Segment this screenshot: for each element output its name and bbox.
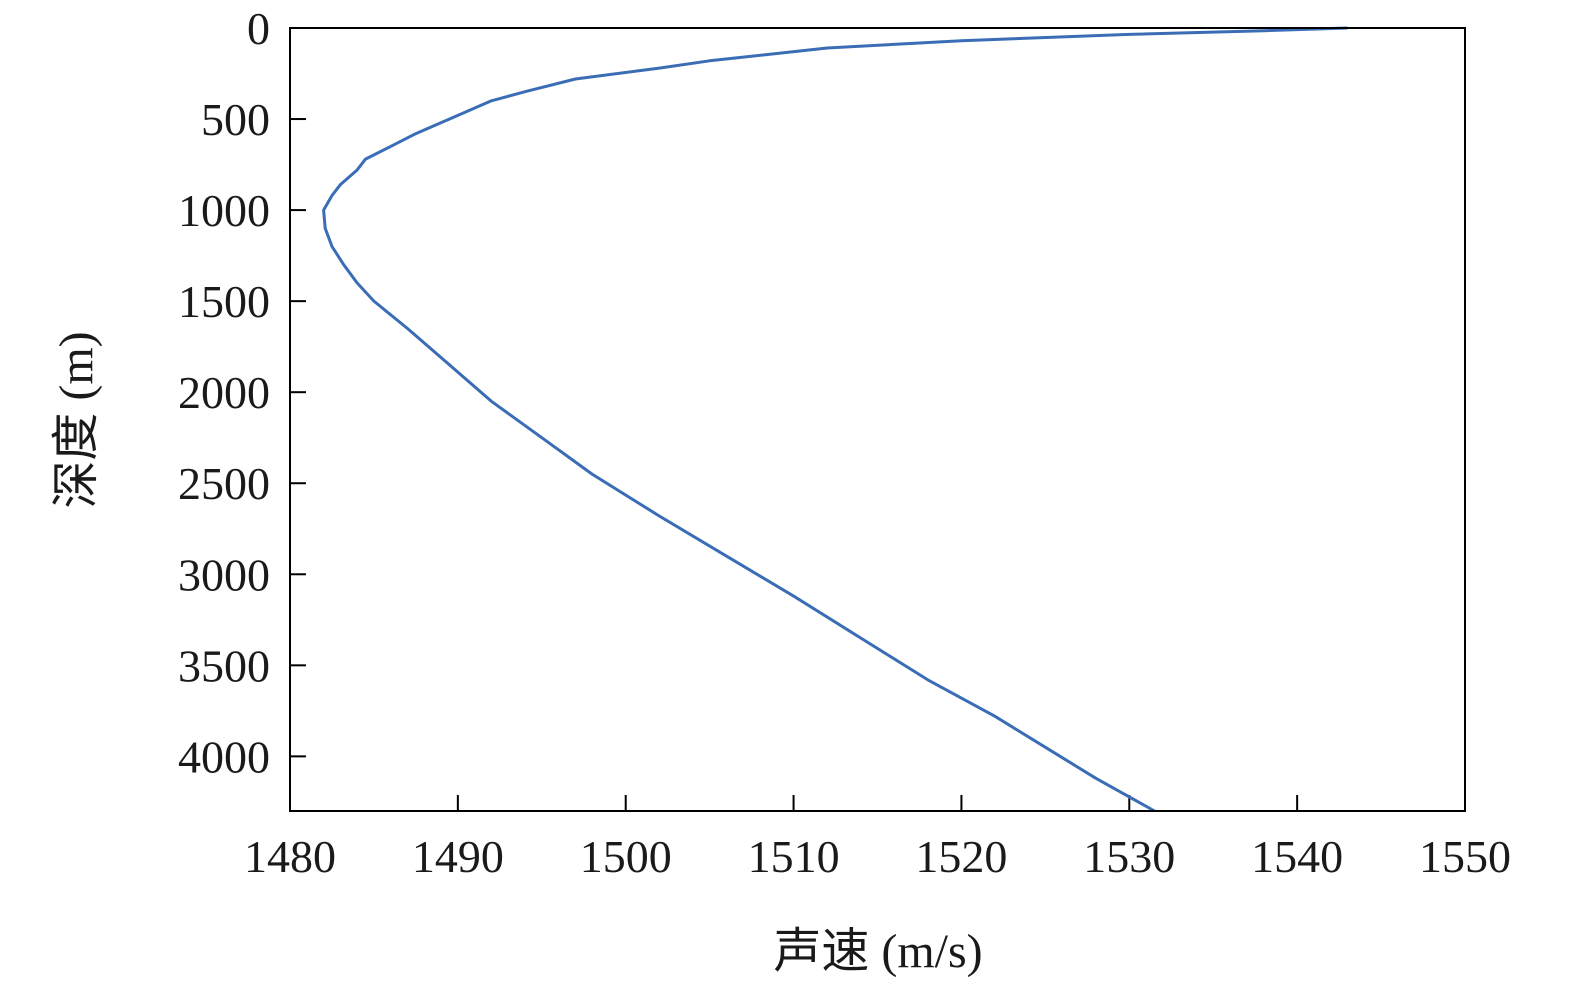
y-tick-label: 2500 — [178, 458, 270, 509]
x-tick-label: 1530 — [1083, 831, 1175, 882]
y-tick-label: 3000 — [178, 549, 270, 600]
x-tick-label: 1540 — [1251, 831, 1343, 882]
x-axis: 1480 1490 1500 1510 1520 1530 1540 1550 — [244, 795, 1511, 882]
y-tick-label: 4000 — [178, 731, 270, 782]
x-tick-label: 1480 — [244, 831, 336, 882]
y-tick-label: 1500 — [178, 276, 270, 327]
x-tick-label: 1520 — [915, 831, 1007, 882]
y-tick-label: 500 — [201, 94, 270, 145]
y-tick-label: 1000 — [178, 185, 270, 236]
x-axis-title: 声速 (m/s) — [773, 925, 982, 978]
y-tick-label: 2000 — [178, 367, 270, 418]
y-tick-label: 0 — [247, 3, 270, 54]
plot-frame — [289, 27, 1466, 812]
sound-speed-line — [322, 26, 1348, 813]
y-axis-title: 深度 (m) — [50, 331, 103, 508]
x-tick-label: 1490 — [412, 831, 504, 882]
x-tick-label: 1510 — [748, 831, 840, 882]
x-tick-label: 1550 — [1419, 831, 1511, 882]
x-tick-label: 1500 — [580, 831, 672, 882]
y-axis: 0 500 1000 1500 2000 2500 3000 3500 4000 — [178, 3, 306, 782]
y-tick-label: 3500 — [178, 640, 270, 691]
